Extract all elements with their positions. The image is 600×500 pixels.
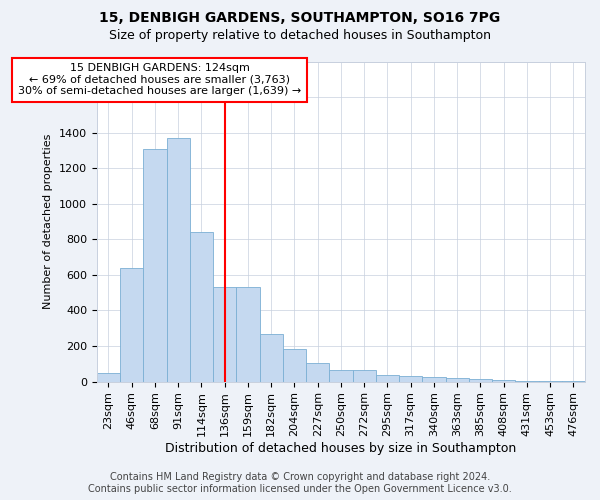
Bar — [422, 377, 446, 382]
Bar — [376, 376, 399, 382]
Bar — [97, 372, 120, 382]
Bar — [213, 288, 236, 382]
Bar — [167, 138, 190, 382]
Bar — [469, 380, 492, 382]
Bar — [329, 370, 353, 382]
Bar — [446, 378, 469, 382]
Bar — [143, 148, 167, 382]
Text: Contains HM Land Registry data © Crown copyright and database right 2024.
Contai: Contains HM Land Registry data © Crown c… — [88, 472, 512, 494]
Bar — [283, 348, 306, 382]
Bar — [306, 363, 329, 382]
Y-axis label: Number of detached properties: Number of detached properties — [43, 134, 53, 309]
Bar — [492, 380, 515, 382]
Bar — [190, 232, 213, 382]
X-axis label: Distribution of detached houses by size in Southampton: Distribution of detached houses by size … — [165, 442, 517, 455]
Bar — [260, 334, 283, 382]
Bar — [539, 380, 562, 382]
Bar — [353, 370, 376, 382]
Text: Size of property relative to detached houses in Southampton: Size of property relative to detached ho… — [109, 29, 491, 42]
Text: 15, DENBIGH GARDENS, SOUTHAMPTON, SO16 7PG: 15, DENBIGH GARDENS, SOUTHAMPTON, SO16 7… — [100, 12, 500, 26]
Bar — [399, 376, 422, 382]
Bar — [120, 268, 143, 382]
Bar — [562, 380, 585, 382]
Bar — [515, 380, 539, 382]
Bar — [236, 288, 260, 382]
Text: 15 DENBIGH GARDENS: 124sqm
← 69% of detached houses are smaller (3,763)
30% of s: 15 DENBIGH GARDENS: 124sqm ← 69% of deta… — [18, 64, 301, 96]
